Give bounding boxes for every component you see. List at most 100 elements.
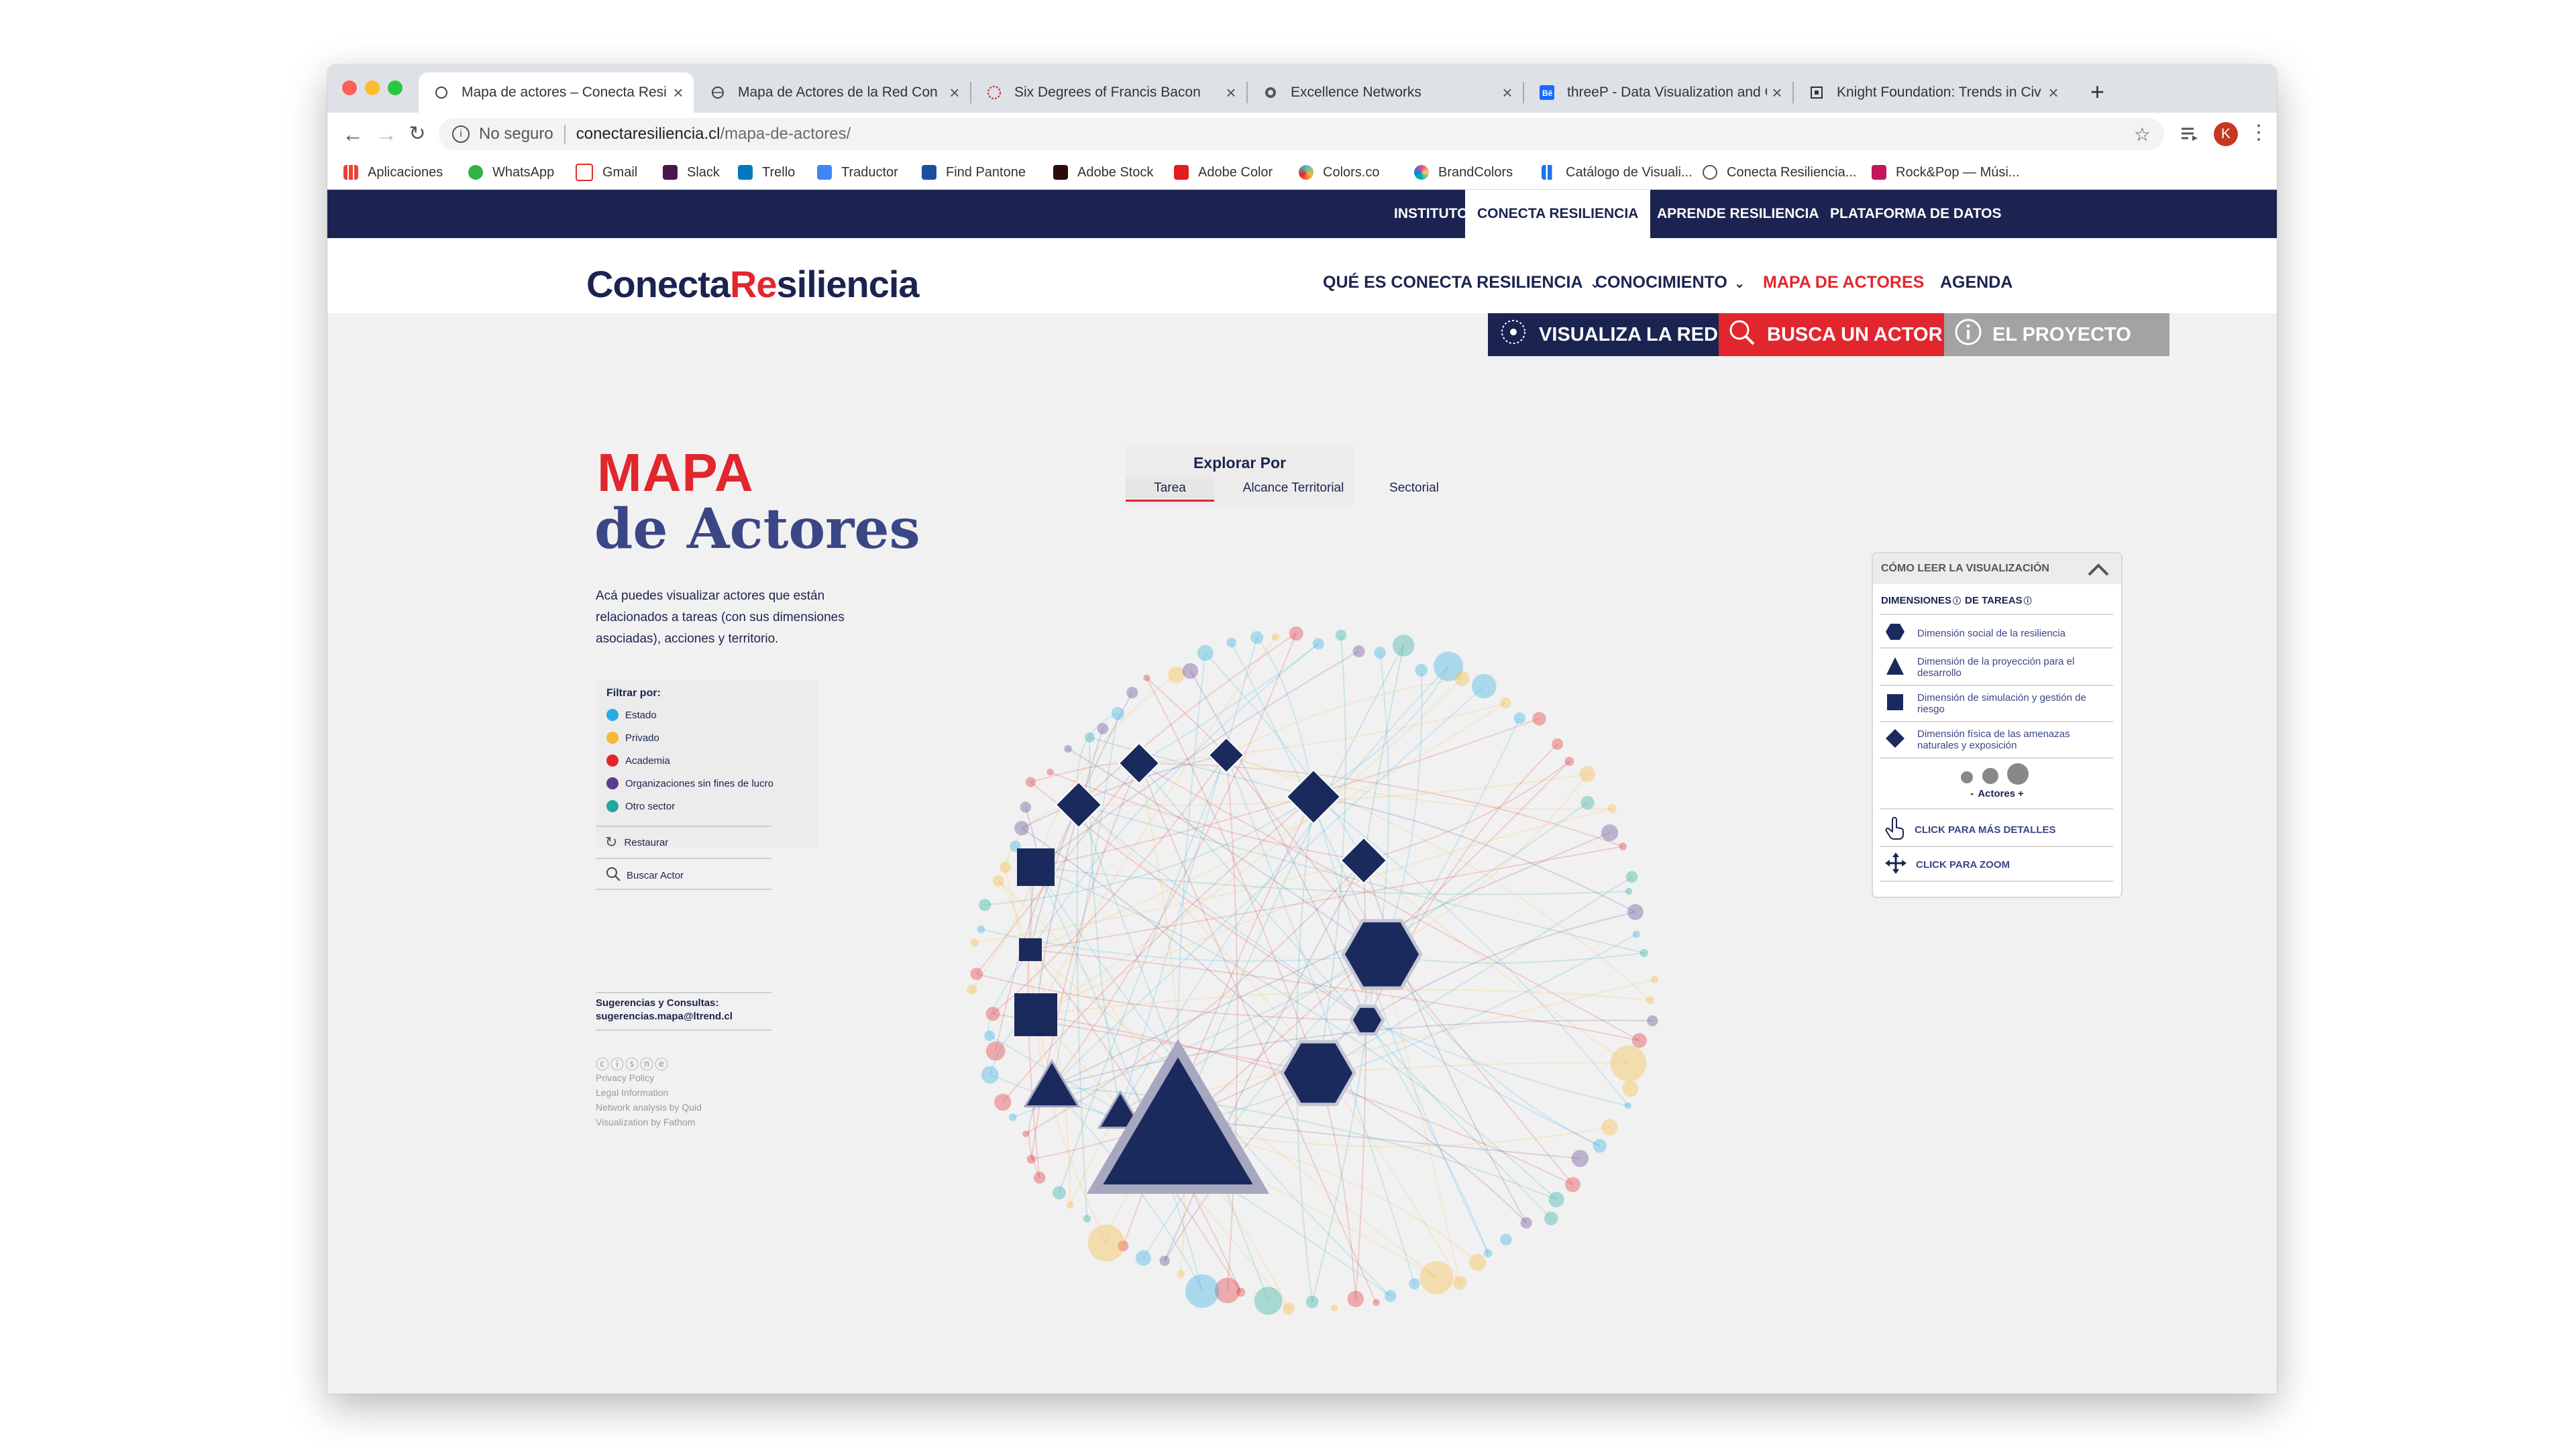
maximize-window-button[interactable] <box>388 80 402 95</box>
task-node-diamond[interactable] <box>1055 781 1103 829</box>
close-tab-icon[interactable]: × <box>949 82 960 103</box>
actor-node[interactable] <box>1097 723 1109 734</box>
nav-que-es[interactable]: QUÉ ES CONECTA RESILIENCIA ⌄ <box>1323 273 1601 292</box>
actor-node[interactable] <box>1053 1186 1066 1200</box>
privacy-policy-link[interactable]: Privacy Policy <box>596 1072 655 1083</box>
actor-node[interactable] <box>1312 638 1324 650</box>
actor-node[interactable] <box>1000 861 1011 873</box>
menu-icon[interactable]: ⋮ <box>2249 121 2269 144</box>
media-queue-icon[interactable] <box>2179 123 2200 145</box>
actor-node[interactable] <box>1627 903 1644 920</box>
actor-node[interactable] <box>1126 687 1138 699</box>
actor-node[interactable] <box>1409 1278 1420 1290</box>
filter-privado[interactable]: Privado <box>606 732 659 744</box>
actor-node[interactable] <box>1026 1154 1036 1164</box>
actor-node[interactable] <box>1548 1191 1564 1208</box>
actor-node[interactable] <box>1064 744 1072 753</box>
tab-excellence[interactable]: Excellence Networks × <box>1248 72 1523 113</box>
nav-conocimiento[interactable]: CONOCIMIENTO ⌄ <box>1595 273 1746 292</box>
address-bar[interactable]: i No seguro conectaresiliencia.cl /mapa-… <box>439 118 2164 150</box>
actor-node[interactable] <box>1168 666 1185 683</box>
quid-credit-link[interactable]: Network analysis by Quid <box>596 1102 702 1113</box>
minimize-window-button[interactable] <box>365 80 380 95</box>
actor-node[interactable] <box>1033 1172 1046 1184</box>
actor-node[interactable] <box>1593 1139 1607 1153</box>
actor-node[interactable] <box>1520 1217 1532 1229</box>
actor-node[interactable] <box>1373 1298 1380 1306</box>
bookmark-adobe-color[interactable]: Adobe Color <box>1174 162 1273 182</box>
filter-otro-sector[interactable]: Otro sector <box>606 800 675 812</box>
close-tab-icon[interactable]: × <box>2048 82 2059 103</box>
actor-node[interactable] <box>1046 769 1054 776</box>
actor-node[interactable] <box>1254 1286 1283 1315</box>
actor-node[interactable] <box>1384 1290 1397 1302</box>
actor-node[interactable] <box>1083 1215 1091 1223</box>
star-icon[interactable]: ☆ <box>2133 123 2151 145</box>
actor-node[interactable] <box>1622 1080 1639 1097</box>
actor-node[interactable] <box>970 938 979 947</box>
busca-actor-button[interactable]: BUSCA UN ACTOR <box>1719 313 1944 356</box>
actor-node[interactable] <box>1177 1270 1185 1279</box>
tab-mapa-red[interactable]: Mapa de Actores de la Red Con × <box>695 72 970 113</box>
actor-node[interactable] <box>1236 1288 1246 1297</box>
nav-mapa-actores[interactable]: MAPA DE ACTORES <box>1763 273 1925 292</box>
bookmark-trello[interactable]: Trello <box>738 162 795 182</box>
actor-node[interactable] <box>1066 1201 1074 1209</box>
actor-node[interactable] <box>1625 871 1638 883</box>
actor-node[interactable] <box>1483 1249 1493 1258</box>
actor-node[interactable] <box>1250 630 1264 644</box>
bookmark-aplicaciones[interactable]: Aplicaciones <box>343 162 443 182</box>
chevron-up-icon[interactable] <box>2086 560 2110 581</box>
reload-icon[interactable]: ↻ <box>409 123 426 145</box>
actor-node[interactable] <box>1454 671 1470 687</box>
actor-node[interactable] <box>1580 795 1595 810</box>
actor-node[interactable] <box>1118 1240 1129 1251</box>
actor-node[interactable] <box>984 1030 996 1042</box>
back-icon[interactable]: ← <box>342 122 364 146</box>
legal-information-link[interactable]: Legal Information <box>596 1087 669 1098</box>
new-tab-button[interactable]: + <box>2090 78 2105 105</box>
info-icon[interactable]: i <box>452 125 470 143</box>
task-node-hexagon[interactable] <box>1349 1004 1385 1036</box>
actor-node[interactable] <box>1500 697 1511 709</box>
topnav-instituto[interactable]: INSTITUTO <box>1394 206 1468 221</box>
actor-node[interactable] <box>1159 1256 1170 1266</box>
actor-node[interactable] <box>1571 1150 1589 1167</box>
bookmark-traductor[interactable]: Traductor <box>817 162 898 182</box>
topnav-plataforma-datos[interactable]: PLATAFORMA DE DATOS <box>1830 206 2002 221</box>
task-node-diamond[interactable] <box>1118 742 1161 785</box>
actor-node[interactable] <box>967 984 977 995</box>
tab-six-degrees[interactable]: Six Degrees of Francis Bacon × <box>971 72 1246 113</box>
close-tab-icon[interactable]: × <box>1226 82 1236 103</box>
task-node-square[interactable] <box>1014 993 1057 1036</box>
actor-node[interactable] <box>1335 629 1347 641</box>
task-node-hexagon[interactable] <box>1341 919 1423 990</box>
actor-node[interactable] <box>1513 712 1525 724</box>
actor-node[interactable] <box>1008 1113 1017 1121</box>
bookmark-rock-pop[interactable]: Rock&Pop — Músi... <box>1872 162 2020 182</box>
actor-node[interactable] <box>1305 1295 1319 1308</box>
actor-node[interactable] <box>1472 673 1497 699</box>
actor-node[interactable] <box>1646 996 1654 1005</box>
actor-node[interactable] <box>992 875 1005 887</box>
task-node-triangle[interactable] <box>1097 1090 1144 1129</box>
actor-node[interactable] <box>1619 842 1627 850</box>
actor-node[interactable] <box>1185 1274 1220 1308</box>
bookmark-adobe-stock[interactable]: Adobe Stock <box>1053 162 1153 182</box>
actor-node[interactable] <box>1610 1045 1647 1082</box>
el-proyecto-button[interactable]: EL PROYECTO <box>1944 313 2169 356</box>
visualiza-red-button[interactable]: VISUALIZA LA RED <box>1488 313 1719 356</box>
explore-tab-alcance[interactable]: Alcance Territorial <box>1242 481 1344 495</box>
actor-node[interactable] <box>1500 1233 1512 1245</box>
actor-node[interactable] <box>1601 824 1619 842</box>
actor-node[interactable] <box>1025 777 1036 787</box>
bookmark-colors-co[interactable]: Colors.co <box>1299 162 1379 182</box>
actor-node[interactable] <box>1601 1119 1618 1135</box>
actor-node[interactable] <box>1374 647 1386 659</box>
task-node-square[interactable] <box>1017 848 1055 886</box>
bookmark-brandcolors[interactable]: BrandColors <box>1414 162 1513 182</box>
actor-node[interactable] <box>1283 1302 1295 1315</box>
actor-node[interactable] <box>1347 1290 1364 1307</box>
restaurar-button[interactable]: ↻ Restaurar <box>605 834 668 851</box>
close-tab-icon[interactable]: × <box>673 82 684 103</box>
